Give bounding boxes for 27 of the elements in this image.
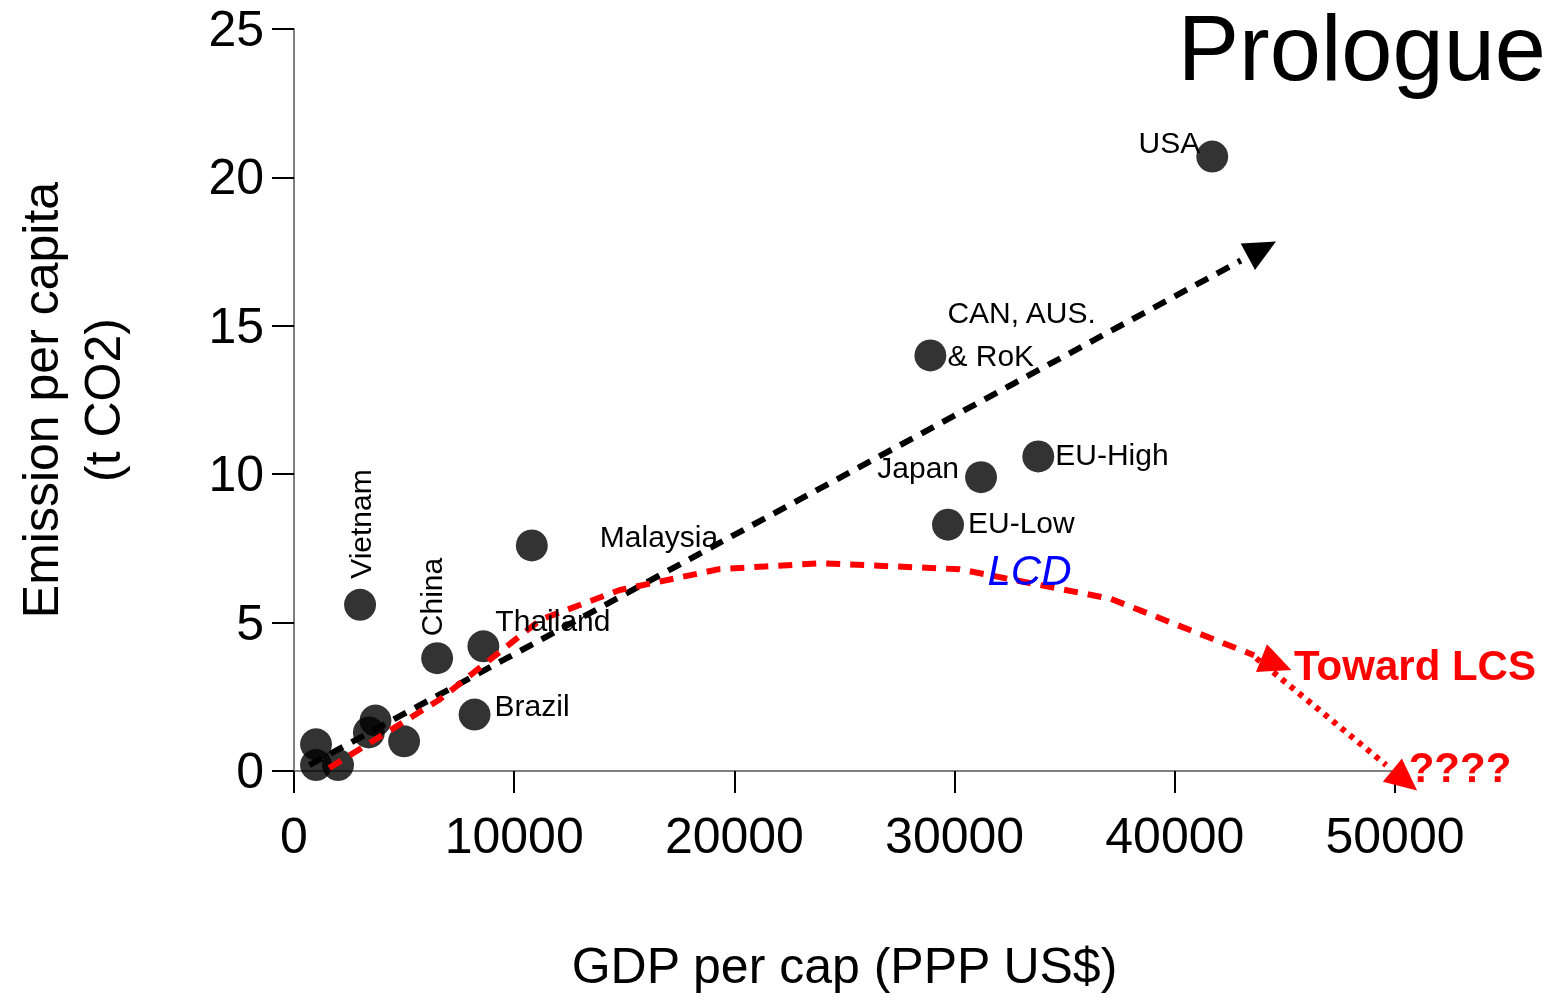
chart-title: Prologue <box>1177 0 1547 99</box>
y-tick-label: 5 <box>236 594 264 651</box>
x-tick-label: 20000 <box>664 808 804 864</box>
y-tick-label: 25 <box>208 1 264 57</box>
y-tick-label: 15 <box>208 297 264 354</box>
annotation: Japan <box>877 450 960 484</box>
annotation: EU-Low <box>967 506 1076 540</box>
y-tick-label: 10 <box>208 446 264 503</box>
annotation: China <box>414 557 448 637</box>
y-tick-label: 20 <box>208 149 264 206</box>
annotation: CAN, AUS. & RoK <box>947 295 1096 373</box>
x-tick-label: 40000 <box>1105 808 1245 864</box>
annotation: LCD <box>987 546 1072 594</box>
x-tick-label: 30000 <box>885 808 1025 864</box>
x-tick-label: 10000 <box>444 808 584 864</box>
annotation: Malaysia <box>599 519 719 553</box>
x-tick-label: 50000 <box>1325 808 1465 864</box>
x-tick-label: 0 <box>280 808 308 864</box>
annotation: Toward LCS <box>1294 641 1536 689</box>
text: ???? <box>1408 743 1512 791</box>
annotation: EU-High <box>1055 437 1169 471</box>
x-axis-title: GDP per cap (PPP US$) <box>571 938 1118 994</box>
y-axis-title: Emission per capita (t CO2) <box>13 181 131 619</box>
annotation: Vietnam <box>343 469 377 579</box>
annotation: Brazil <box>494 689 570 723</box>
annotation: USA <box>1138 126 1201 160</box>
y-tick-label: 0 <box>236 743 264 799</box>
